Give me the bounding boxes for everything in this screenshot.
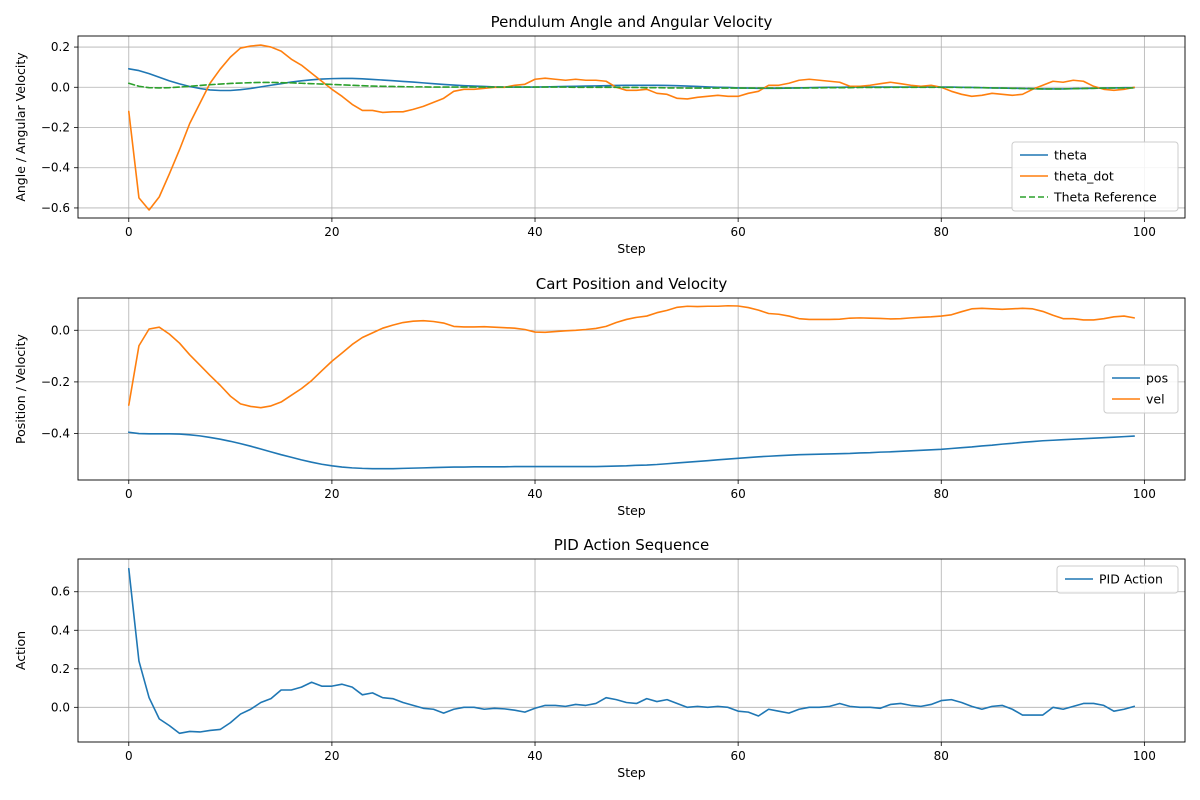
legend-label: theta bbox=[1054, 148, 1087, 163]
x-tick-label: 60 bbox=[730, 749, 745, 763]
x-tick-label: 80 bbox=[934, 487, 949, 501]
plot-frame bbox=[77, 558, 1186, 743]
y-tick-label: 0.6 bbox=[51, 585, 70, 599]
legend-box bbox=[1056, 565, 1179, 594]
plot-frame bbox=[77, 35, 1186, 219]
y-tick-label: −0.2 bbox=[41, 121, 70, 135]
y-tick-label: 0.4 bbox=[51, 623, 70, 637]
legend-label: Theta Reference bbox=[1053, 190, 1157, 205]
chart-panel-1: 0 20 40 60 80 100 −0.6 −0.4 −0.2 0.0 0.2 Pendulum A… bbox=[13, 13, 1186, 256]
chart-panel-2: 0 20 40 60 80 100 −0.4 −0.2 0.0 Cart Position and… bbox=[13, 275, 1186, 518]
legend-label: pos bbox=[1146, 371, 1168, 386]
chart-title: PID Action Sequence bbox=[554, 536, 710, 554]
legend: theta theta_dot Theta Reference bbox=[1011, 141, 1179, 212]
x-tick-label: 0 bbox=[125, 225, 133, 239]
x-axis-label: Step bbox=[617, 241, 646, 256]
x-tick-label: 80 bbox=[934, 225, 949, 239]
legend: pos vel bbox=[1103, 364, 1179, 414]
chart-title: Pendulum Angle and Angular Velocity bbox=[491, 13, 773, 31]
x-tick-label: 20 bbox=[324, 225, 339, 239]
y-tick-label: 0.0 bbox=[51, 323, 70, 337]
y-tick-label: −0.6 bbox=[41, 201, 70, 215]
y-tick-label: 0.2 bbox=[51, 40, 70, 54]
legend-label: theta_dot bbox=[1054, 169, 1114, 184]
x-tick-label: 40 bbox=[527, 487, 542, 501]
y-tick-label: 0.2 bbox=[51, 662, 70, 676]
legend-box bbox=[1103, 364, 1179, 414]
y-axis-label: Position / Velocity bbox=[13, 333, 28, 443]
x-tick-label: 20 bbox=[324, 487, 339, 501]
series-line-pos bbox=[127, 431, 1136, 470]
x-tick-label: 100 bbox=[1133, 487, 1156, 501]
x-axis-label: Step bbox=[617, 765, 646, 780]
legend: PID Action bbox=[1056, 565, 1179, 594]
x-tick-label: 100 bbox=[1133, 749, 1156, 763]
x-tick-label: 60 bbox=[730, 487, 745, 501]
x-tick-label: 100 bbox=[1133, 225, 1156, 239]
plot-frame bbox=[77, 297, 1186, 481]
x-tick-label: 20 bbox=[324, 749, 339, 763]
x-axis-label: Step bbox=[617, 503, 646, 518]
x-tick-label: 60 bbox=[730, 225, 745, 239]
y-axis-label: Angle / Angular Velocity bbox=[13, 52, 28, 202]
x-tick-label: 40 bbox=[527, 225, 542, 239]
x-tick-label: 40 bbox=[527, 749, 542, 763]
series-line-theta-dot bbox=[127, 44, 1136, 211]
chart-title: Cart Position and Velocity bbox=[536, 275, 728, 293]
y-tick-label: 0.0 bbox=[51, 700, 70, 714]
y-tick-label: −0.4 bbox=[41, 427, 70, 441]
legend-label: PID Action bbox=[1099, 572, 1163, 587]
y-tick-label: −0.2 bbox=[41, 375, 70, 389]
y-axis-label: Action bbox=[13, 631, 28, 670]
y-tick-label: 0.0 bbox=[51, 80, 70, 94]
legend-box bbox=[1011, 141, 1179, 212]
x-tick-label: 80 bbox=[934, 749, 949, 763]
y-tick-label: −0.4 bbox=[41, 161, 70, 175]
chart-panel-3: 0 20 40 60 80 100 0.0 0.2 0.4 0.6 PID Action Seque… bbox=[13, 536, 1186, 780]
x-tick-label: 0 bbox=[125, 487, 133, 501]
x-tick-label: 0 bbox=[125, 749, 133, 763]
series-line-vel bbox=[127, 304, 1136, 409]
legend-label: vel bbox=[1146, 392, 1165, 407]
series-line-theta-reference bbox=[127, 81, 1136, 90]
series-line-pid-action bbox=[127, 567, 1136, 735]
